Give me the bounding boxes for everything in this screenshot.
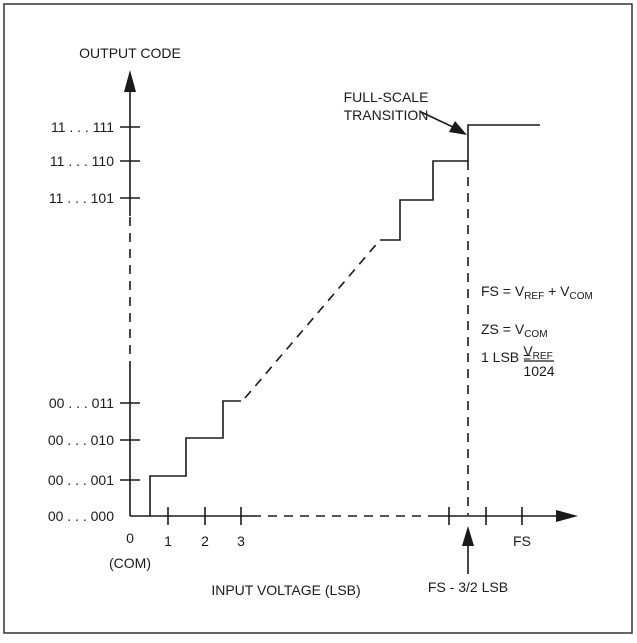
x-tick-label: 3 <box>237 533 245 549</box>
x-axis: INPUT VOLTAGE (LSB) <box>130 510 578 598</box>
staircase-lower <box>149 400 241 516</box>
x-axis-arrowhead <box>556 510 578 522</box>
eq-fs-plus: + V <box>544 283 570 299</box>
eq-fs-lhs: FS = V <box>481 283 525 299</box>
y-axis-title: OUTPUT CODE <box>79 45 181 61</box>
x-tick-label: 1 <box>164 533 172 549</box>
equations: FS = VREF + VCOM ZS = VCOM 1 LSB = VREF … <box>481 283 593 379</box>
eq-fs-ref: REF <box>524 291 544 302</box>
y-ticks: 00 . . . 000 00 . . . 001 00 . . . 010 0… <box>48 119 140 524</box>
callout-arrowhead <box>449 121 467 135</box>
y-axis-arrowhead <box>124 70 136 92</box>
callout-line-2: TRANSITION <box>344 107 429 123</box>
eq-zs: ZS = VCOM <box>481 321 548 340</box>
eq-zs-lhs: ZS = V <box>481 321 525 337</box>
y-code-label: 00 . . . 010 <box>48 432 114 448</box>
eq-lsb-num-ref: REF <box>533 351 553 362</box>
fs-marker-arrowhead <box>462 526 474 546</box>
eq-fs-com: COM <box>569 291 592 302</box>
x-tick-label: 0 <box>126 530 134 546</box>
fs-marker: FS - 3/2 LSB <box>428 526 508 595</box>
x-axis-title: INPUT VOLTAGE (LSB) <box>211 582 360 598</box>
y-code-label: 00 . . . 011 <box>49 395 114 411</box>
eq-lsb-lhs: 1 LSB = <box>481 349 531 365</box>
border <box>3 3 633 634</box>
eq-zs-com: COM <box>524 329 547 340</box>
eq-lsb-num-v: V <box>523 343 533 359</box>
x-zero-sublabel: (COM) <box>109 555 151 571</box>
staircase-upper <box>380 124 540 241</box>
y-code-label: 11 . . . 111 <box>51 119 114 135</box>
x-tick-label: 2 <box>201 533 209 549</box>
callout-leader <box>420 111 456 129</box>
callout-line-1: FULL-SCALE <box>344 89 429 105</box>
y-code-label: 00 . . . 001 <box>48 472 114 488</box>
eq-fs: FS = VREF + VCOM <box>481 283 593 302</box>
y-code-label: 11 . . . 101 <box>49 190 114 206</box>
y-axis: OUTPUT CODE <box>79 45 181 516</box>
ramp-dashed <box>244 239 381 399</box>
y-code-label: 00 . . . 000 <box>48 508 114 524</box>
y-code-label: 11 . . . 110 <box>50 153 114 169</box>
full-scale-callout: FULL-SCALE TRANSITION <box>344 89 467 135</box>
eq-lsb-den: 1024 <box>523 363 554 379</box>
fs-marker-label: FS - 3/2 LSB <box>428 579 508 595</box>
eq-lsb-num: VREF <box>523 343 552 362</box>
x-ticks: 0 1 2 3 (COM) FS <box>109 507 531 571</box>
x-fs-label: FS <box>513 533 531 549</box>
